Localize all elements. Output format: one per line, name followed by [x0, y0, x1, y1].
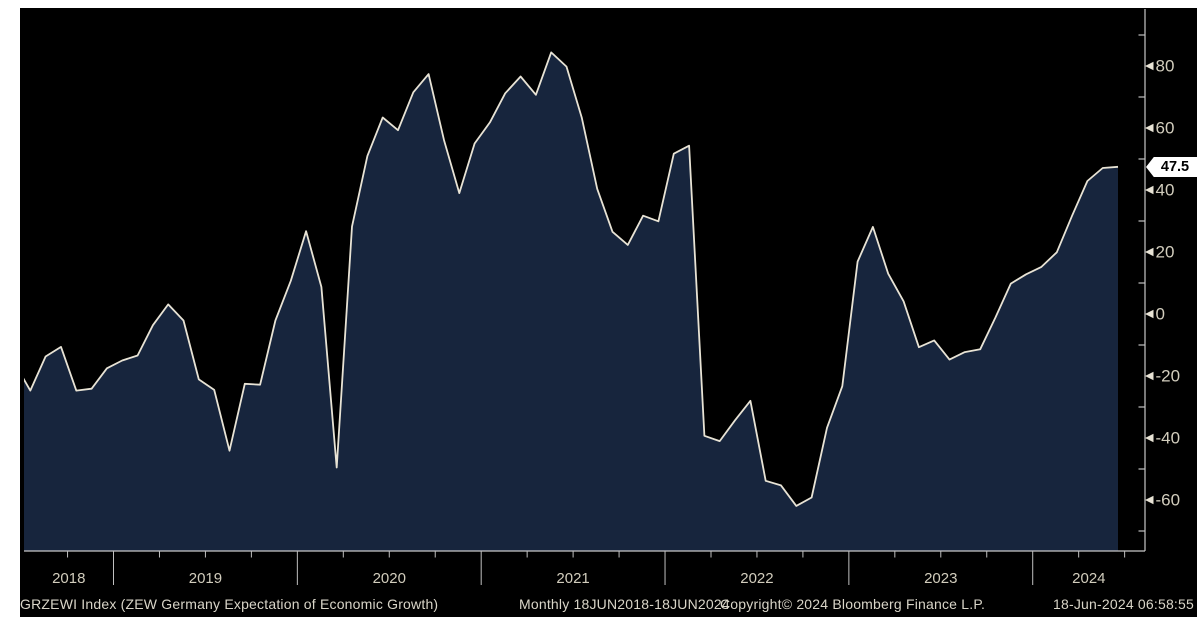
y-tick-label: 0: [1156, 305, 1165, 324]
y-tick-label: -20: [1156, 367, 1181, 386]
y-tick-label: 20: [1156, 243, 1175, 262]
area-series: [24, 51, 1119, 551]
y-tick-label: -60: [1156, 491, 1181, 510]
x-tick-label: 2021: [556, 570, 589, 587]
copyright-notice: Copyright© 2024 Bloomberg Finance L.P.: [720, 596, 986, 612]
chart-footer: GRZEWI Index (ZEW Germany Expectation of…: [20, 594, 1197, 614]
periodicity-range: Monthly 18JUN2018-18JUN2024: [519, 596, 730, 612]
x-tick-label: 2024: [1072, 570, 1105, 587]
axes: [24, 9, 1146, 552]
x-axis: 2018 2019 2020 2021 2022 2023 2024: [52, 551, 1126, 587]
last-value-badge: 47.5: [1146, 157, 1198, 177]
y-tick-label: 60: [1156, 119, 1175, 138]
area-chart-canvas[interactable]: 2018 2019 2020 2021 2022 2023 2024 80 60 40 20 0 -20…: [20, 8, 1197, 617]
bloomberg-chart-panel: 2018 2019 2020 2021 2022 2023 2024 80 60 40 20 0 -20…: [20, 8, 1198, 617]
x-tick-label: 2018: [52, 570, 85, 587]
x-tick-label: 2019: [189, 570, 222, 587]
security-description: GRZEWI Index (ZEW Germany Expectation of…: [20, 596, 439, 612]
x-tick-label: 2023: [924, 570, 957, 587]
last-value-label: 47.5: [1160, 159, 1190, 175]
y-tick-label: -40: [1156, 429, 1181, 448]
y-tick-label: 40: [1156, 181, 1175, 200]
y-axis: 80 60 40 20 0 -20 -40 -60: [1138, 34, 1181, 532]
x-tick-label: 2022: [740, 570, 773, 587]
y-tick-label: 80: [1156, 57, 1175, 76]
x-tick-label: 2020: [373, 570, 406, 587]
timestamp: 18-Jun-2024 06:58:55: [1053, 596, 1194, 612]
